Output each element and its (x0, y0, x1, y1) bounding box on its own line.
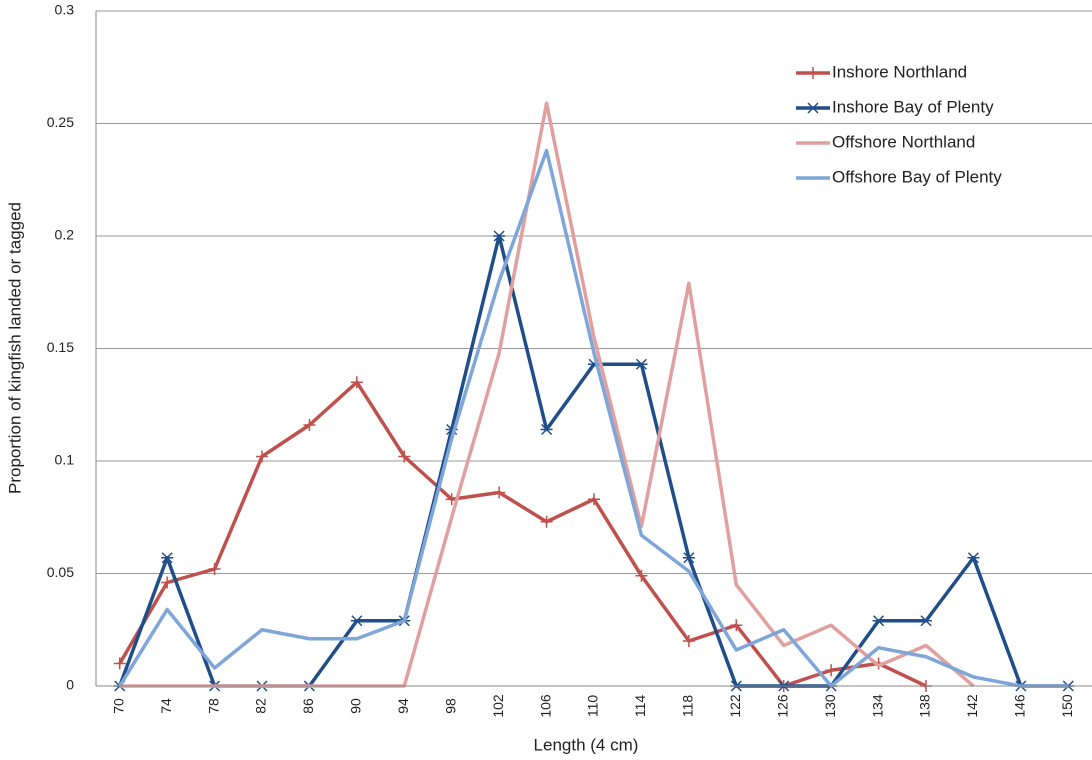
series-line (118, 380, 927, 688)
marker (807, 102, 819, 114)
marker (635, 358, 648, 370)
y-tick-label: 0.3 (55, 2, 75, 18)
x-tick-label: 102 (490, 694, 506, 718)
x-tick-label: 142 (964, 694, 980, 718)
x-tick-label: 110 (585, 695, 601, 718)
marker (540, 423, 553, 436)
x-tick-label: 106 (537, 694, 553, 718)
marker (398, 450, 411, 463)
y-tick-label: 0.05 (47, 564, 74, 580)
x-axis-title: Length (4 cm) (534, 735, 639, 754)
x-tick-label: 130 (822, 694, 838, 718)
x-tick-label: 86 (300, 698, 316, 714)
marker (730, 619, 743, 632)
marker (682, 552, 695, 564)
x-tick-label: 94 (395, 698, 411, 714)
x-tick-label: 138 (917, 694, 933, 718)
marker (161, 552, 174, 564)
x-tick-label: 118 (680, 695, 696, 718)
y-tick-label: 0.1 (55, 452, 75, 468)
y-tick-label: 0.15 (47, 339, 74, 355)
y-axis-title: Proportion of kingfish landed or tagged (5, 202, 24, 494)
y-tick-label: 0.2 (55, 227, 75, 243)
marker (807, 67, 819, 79)
marker (493, 486, 506, 499)
legend-label: Inshore Northland (832, 62, 967, 81)
marker (493, 230, 506, 242)
x-tick-label: 78 (205, 698, 221, 714)
marker (256, 450, 268, 463)
marker (920, 615, 932, 627)
marker (825, 664, 838, 677)
marker (350, 615, 363, 627)
legend-label: Offshore Bay of Plenty (832, 167, 1002, 186)
x-tick-label: 82 (253, 698, 269, 714)
legend-label: Offshore Northland (832, 132, 975, 151)
x-tick-label: 150 (1059, 694, 1075, 718)
x-tick-label: 146 (1012, 694, 1028, 718)
marker (635, 569, 648, 582)
marker (682, 635, 695, 647)
x-tick-label: 122 (727, 694, 743, 718)
marker (161, 576, 174, 589)
marker (208, 563, 221, 575)
x-tick-label: 98 (442, 698, 458, 714)
x-tick-label: 134 (869, 694, 885, 718)
marker (872, 615, 885, 627)
marker (303, 419, 316, 431)
y-tick-label: 0 (66, 677, 74, 693)
marker (588, 493, 600, 506)
marker (967, 552, 980, 564)
x-tick-label: 114 (632, 695, 648, 718)
series-line (119, 101, 975, 688)
legend-label: Inshore Bay of Plenty (832, 97, 994, 116)
y-tick-label: 0.25 (47, 114, 74, 130)
x-tick-label: 70 (110, 698, 126, 714)
marker (540, 515, 553, 528)
marker (113, 657, 126, 670)
x-tick-label: 126 (774, 694, 790, 718)
series-line (118, 148, 1069, 688)
x-tick-label: 74 (158, 698, 174, 714)
marker (350, 376, 363, 389)
x-tick-label: 90 (348, 698, 364, 714)
